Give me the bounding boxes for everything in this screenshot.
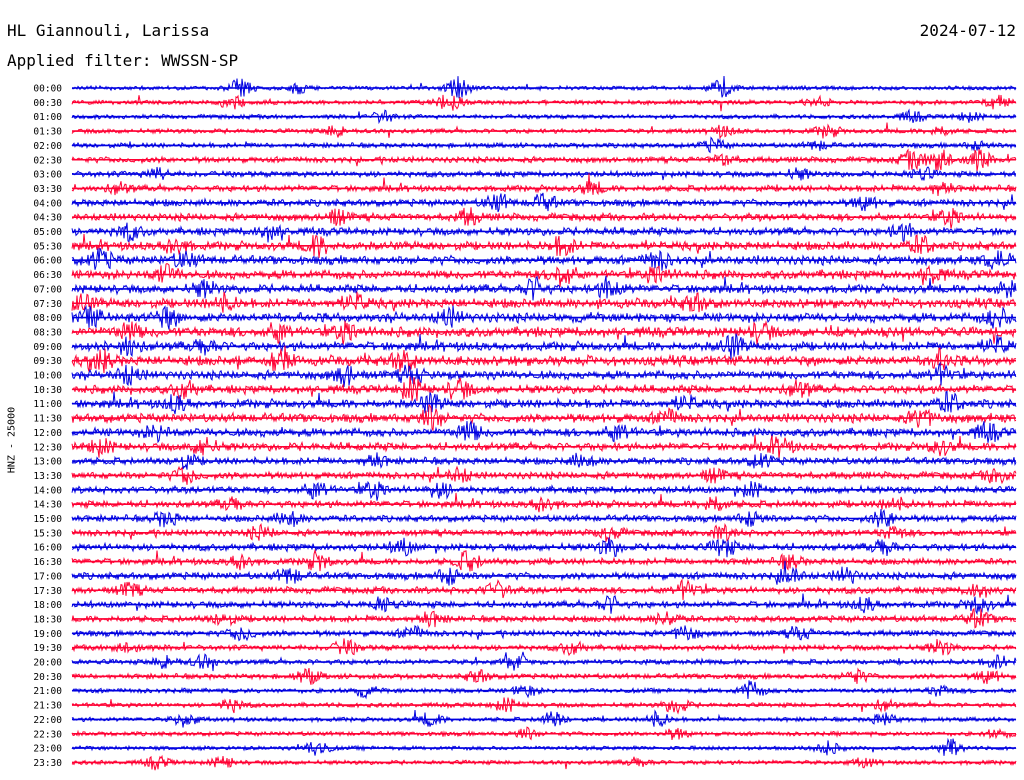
- time-tick-label: 15:30: [33, 528, 62, 539]
- time-tick-label: 23:00: [33, 744, 62, 755]
- time-tick-label: 12:00: [33, 428, 62, 439]
- trace-row-0430: [71, 207, 1017, 229]
- time-tick-label: 20:00: [33, 658, 62, 669]
- trace-rows: 00:00 00:30 01:00 01:30 02:00 02:30 03:00 03:30…: [33, 75, 1017, 771]
- trace-row-0830: [71, 320, 1017, 346]
- time-tick-label: 04:00: [33, 198, 62, 209]
- trace-row-0800: [71, 304, 1017, 330]
- time-tick-label: 09:00: [33, 342, 62, 353]
- time-tick-label: 06:30: [33, 270, 62, 281]
- time-tick-label: 10:00: [33, 371, 62, 382]
- time-tick-label: 18:00: [33, 600, 62, 611]
- station-title: HL Giannouli, Larissa: [7, 21, 210, 40]
- time-tick-label: 13:30: [33, 471, 62, 482]
- time-tick-label: 16:30: [33, 557, 62, 568]
- time-tick-label: 21:30: [33, 701, 62, 712]
- trace-row-0230: [71, 148, 1017, 172]
- time-tick-label: 13:00: [33, 457, 62, 468]
- time-tick-label: 14:30: [33, 500, 62, 511]
- trace-row-0630: [71, 263, 1017, 287]
- time-tick-label: 19:30: [33, 643, 62, 654]
- time-tick-label: 20:30: [33, 672, 62, 683]
- trace-row-1930: [71, 638, 1017, 657]
- time-tick-label: 23:30: [33, 758, 62, 769]
- time-tick-label: 19:00: [33, 629, 62, 640]
- time-tick-label: 22:00: [33, 715, 62, 726]
- time-tick-label: 22:30: [33, 729, 62, 740]
- time-tick-label: 11:30: [33, 414, 62, 425]
- time-tick-label: 02:00: [33, 141, 62, 152]
- trace-row-2300: [71, 737, 1017, 756]
- time-tick-label: 01:30: [33, 127, 62, 138]
- time-tick-label: 00:30: [33, 98, 62, 109]
- trace-row-1100: [71, 390, 1017, 415]
- time-tick-label: 18:30: [33, 614, 62, 625]
- time-tick-label: 02:30: [33, 155, 62, 166]
- time-tick-label: 00:00: [33, 84, 62, 95]
- trace-row-0500: [71, 222, 1017, 244]
- time-tick-label: 08:30: [33, 327, 62, 338]
- time-tick-label: 01:00: [33, 112, 62, 123]
- trace-row-0330: [71, 173, 1017, 196]
- time-tick-label: 03:00: [33, 170, 62, 181]
- trace-row-1830: [71, 607, 1016, 629]
- trace-row-0030: [71, 94, 1017, 112]
- time-tick-label: 17:00: [33, 571, 62, 582]
- time-tick-label: 08:00: [33, 313, 62, 324]
- trace-row-1400: [71, 480, 1017, 501]
- trace-row-1900: [71, 624, 1017, 642]
- time-tick-label: 21:00: [33, 686, 62, 697]
- trace-row-1730: [71, 578, 1017, 600]
- trace-row-2100: [71, 680, 1017, 700]
- time-tick-label: 07:00: [33, 284, 62, 295]
- time-tick-label: 04:30: [33, 213, 62, 224]
- time-tick-label: 16:00: [33, 543, 62, 554]
- time-tick-label: 11:00: [33, 399, 62, 410]
- time-tick-label: 09:30: [33, 356, 62, 367]
- time-tick-label: 17:30: [33, 586, 62, 597]
- trace-row-1700: [71, 560, 1017, 586]
- trace-row-1430: [71, 492, 1017, 513]
- trace-row-1600: [71, 537, 1017, 558]
- trace-row-0730: [71, 291, 1017, 313]
- time-tick-label: 06:00: [33, 256, 62, 267]
- time-tick-label: 05:00: [33, 227, 62, 238]
- trace-row-0200: [71, 136, 1017, 154]
- time-tick-label: 05:30: [33, 241, 62, 252]
- trace-row-0930: [71, 345, 1017, 374]
- time-tick-label: 10:30: [33, 385, 62, 396]
- time-tick-label: 14:00: [33, 485, 62, 496]
- time-tick-label: 12:30: [33, 442, 62, 453]
- filter-label: Applied filter: WWSSN-SP: [7, 51, 239, 70]
- time-tick-label: 07:30: [33, 299, 62, 310]
- trace-row-1800: [71, 593, 1017, 616]
- date-label: 2024-07-12: [919, 21, 1016, 40]
- time-tick-label: 03:30: [33, 184, 62, 195]
- time-tick-label: 15:00: [33, 514, 62, 525]
